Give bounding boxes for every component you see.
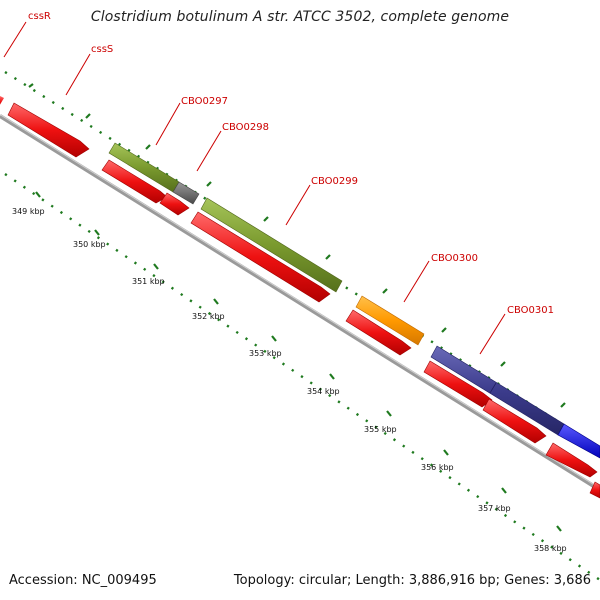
gene-bar-blue — [557, 423, 600, 459]
gene-labels: cssR cssS CBO0297 CBO0298 CBO0299 CBO030… — [28, 11, 554, 316]
tick-label: 357 kbp — [478, 504, 511, 513]
tick-label: 352 kbp — [192, 312, 225, 321]
tick-label: 351 kbp — [132, 277, 165, 286]
gene-label: CBO0300 — [431, 253, 478, 264]
cds-arrow — [545, 442, 598, 478]
cds-arrow — [159, 192, 190, 216]
cds-arrow — [589, 481, 600, 499]
cds-arrow — [345, 309, 412, 356]
genome-summary-text: Topology: circular; Length: 3,886,916 bp… — [233, 573, 591, 588]
genome-backbone-highlight — [0, 114, 600, 489]
tick-label: 356 kbp — [421, 463, 454, 472]
gene-label: CBO0297 — [181, 96, 228, 107]
gene-bar-cbo0298 — [172, 181, 200, 205]
gene-label: CBO0299 — [311, 176, 358, 187]
lower-tick-marks — [35, 191, 562, 532]
tick-label: 353 kbp — [249, 349, 282, 358]
gene-segment-divider — [489, 382, 497, 394]
gene-label: CBO0298 — [222, 122, 269, 133]
gene-bar-cbo0300 — [355, 295, 425, 346]
cds-arrow — [0, 96, 4, 108]
cds-track — [0, 96, 600, 499]
tick-label: 354 kbp — [307, 387, 340, 396]
tick-label: 355 kbp — [364, 425, 397, 434]
label-leaders — [3, 21, 506, 355]
cds-arrow — [7, 102, 90, 158]
gene-label: CBO0301 — [507, 305, 554, 316]
tick-label: 349 kbp — [12, 207, 45, 216]
upper-tick-marks — [28, 83, 566, 408]
tick-label: 350 kbp — [73, 240, 106, 249]
gene-label: cssS — [91, 44, 113, 55]
kbp-scale-labels: 349 kbp 350 kbp 351 kbp 352 kbp 353 kbp … — [12, 207, 567, 553]
gene-track — [108, 142, 600, 459]
accession-text: Accession: NC_009495 — [9, 573, 157, 588]
gene-bar-cbo0299 — [200, 197, 343, 293]
cds-arrow — [190, 211, 331, 303]
genome-backbone — [0, 114, 600, 492]
lower-dotted-ring — [4, 173, 600, 581]
tick-label: 358 kbp — [534, 544, 567, 553]
cds-arrow — [101, 159, 168, 204]
gene-label: cssR — [28, 11, 51, 22]
cds-arrow — [482, 398, 547, 444]
gene-bar-cbo0301 — [430, 345, 565, 436]
map-title: Clostridium botulinum A str. ATCC 3502, … — [90, 9, 510, 25]
